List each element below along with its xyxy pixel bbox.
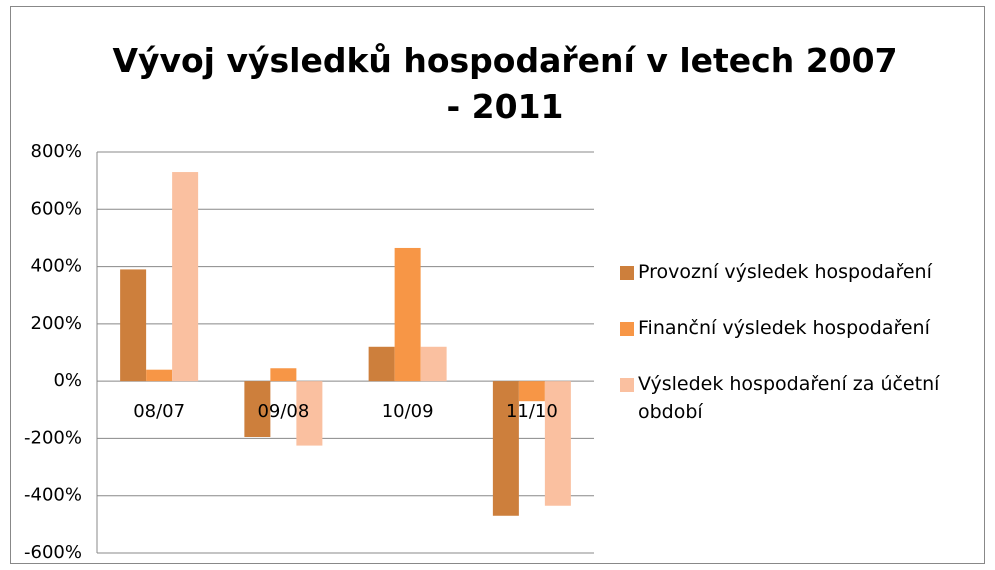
legend-swatch (620, 378, 634, 392)
y-tick-label: -200% (24, 427, 82, 448)
x-tick-label: 10/09 (382, 401, 434, 422)
chart-border (10, 6, 985, 564)
legend-label: Provozní výsledek hospodaření (638, 261, 932, 283)
legend-label: Výsledek hospodaření za účetní období (638, 373, 940, 423)
legend-swatch (620, 322, 634, 336)
bar (492, 381, 519, 516)
legend-item: Finanční výsledek hospodaření (620, 314, 985, 342)
y-tick-label: 0% (53, 370, 82, 391)
chart-title: Vývoj výsledků hospodaření v letech 2007… (112, 41, 898, 126)
bar (394, 247, 421, 382)
x-tick-label: 11/10 (506, 401, 558, 422)
bar (120, 269, 147, 382)
legend-item: Provozní výsledek hospodaření (620, 258, 985, 286)
legend-label: Finanční výsledek hospodaření (638, 317, 930, 339)
x-tick-label: 09/08 (257, 401, 309, 422)
bar (146, 369, 173, 382)
bar (368, 346, 395, 382)
y-tick-label: 800% (31, 141, 82, 162)
bar (270, 368, 297, 382)
y-tick-label: -600% (24, 542, 82, 563)
y-tick-label: -400% (24, 485, 82, 506)
bar (544, 381, 571, 506)
bar (172, 172, 199, 382)
bar (420, 346, 447, 382)
y-tick-label: 600% (31, 198, 82, 219)
bar (296, 381, 323, 446)
bar (244, 381, 271, 437)
bar (518, 381, 545, 402)
y-tick-label: 200% (31, 313, 82, 334)
legend-item: Výsledek hospodaření za účetní období (620, 370, 985, 426)
x-tick-label: 08/07 (133, 401, 185, 422)
legend: Provozní výsledek hospodaření Finanční vý… (620, 258, 985, 454)
legend-swatch (620, 266, 634, 280)
y-tick-label: 400% (31, 256, 82, 277)
